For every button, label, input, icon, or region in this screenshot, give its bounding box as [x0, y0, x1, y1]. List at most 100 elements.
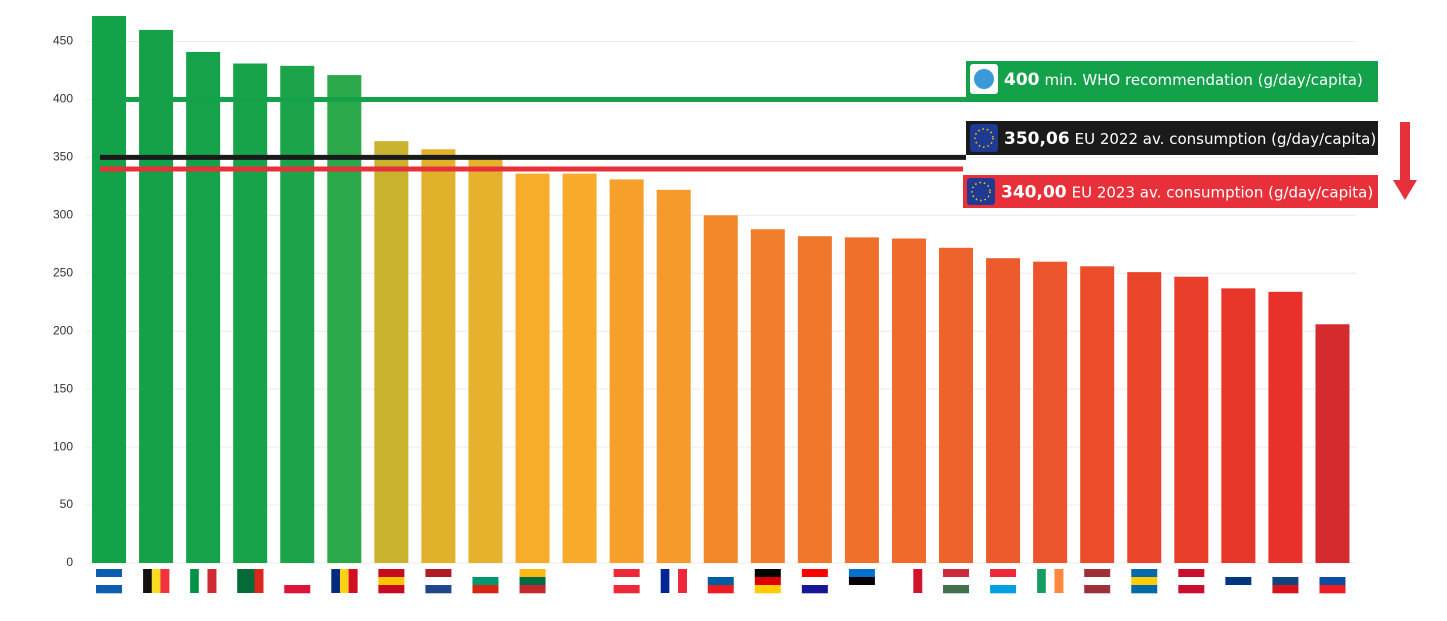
flag-stripe — [331, 569, 341, 593]
flag-stripe — [754, 585, 781, 594]
flag-stripe — [1319, 569, 1346, 578]
flag-icon — [943, 569, 970, 594]
flag-icon — [895, 569, 923, 593]
flag-stripe — [96, 585, 123, 594]
flag-stripe — [707, 569, 734, 578]
flag-stripe — [1225, 585, 1252, 594]
bar — [186, 51, 221, 564]
flag-stripe — [754, 569, 781, 578]
flag-icon — [284, 569, 311, 594]
flag-stripe — [519, 585, 546, 594]
flag-stripe — [613, 569, 640, 578]
bar — [1221, 288, 1256, 563]
bar — [562, 173, 597, 563]
flag-stripe — [848, 569, 875, 578]
flag-stripe — [613, 577, 640, 586]
flag-stripe — [425, 577, 452, 586]
flag-icon — [1178, 569, 1205, 594]
y-tick-label: 200 — [53, 323, 73, 337]
flag-icon — [237, 569, 264, 593]
flag-stripe — [96, 569, 123, 578]
y-tick-label: 150 — [53, 381, 73, 395]
flag-stripe — [1319, 577, 1346, 586]
flag-stripe — [348, 569, 358, 593]
flag-stripe — [660, 569, 670, 593]
flag-stripe — [1084, 577, 1111, 586]
flag-stripe — [943, 569, 970, 578]
flag-stripe — [1084, 585, 1111, 594]
annotation-box — [966, 61, 1378, 97]
flag-stripe — [1054, 569, 1064, 593]
annotation-text: 350,06 EU 2022 av. consumption (g/day/cap… — [1004, 129, 1376, 149]
flag-stripe — [801, 569, 828, 578]
y-tick-label: 50 — [60, 497, 74, 511]
bar — [233, 63, 268, 563]
bar — [844, 237, 879, 563]
flag-icon — [1131, 569, 1158, 594]
bar — [891, 238, 926, 563]
flag-stripe — [96, 577, 123, 586]
bar — [1268, 291, 1303, 563]
bar — [656, 189, 691, 563]
flag-icon — [331, 569, 358, 593]
flag-stripe — [943, 577, 970, 586]
bar — [515, 173, 550, 563]
bar — [374, 141, 409, 563]
flag-stripe — [1319, 585, 1346, 594]
flag-stripe — [339, 569, 349, 593]
flag-stripe — [519, 569, 546, 578]
flag-icon — [472, 569, 499, 594]
flag-icon — [378, 569, 405, 594]
flag-icon — [707, 569, 734, 594]
down-arrow — [1393, 122, 1417, 200]
bar — [750, 229, 785, 563]
flag-stripe — [472, 577, 499, 586]
flag-stripe — [198, 569, 208, 593]
flag-icon — [1319, 569, 1346, 594]
y-tick-label: 400 — [53, 92, 73, 106]
flag-stripe — [566, 569, 593, 578]
bar — [609, 179, 644, 563]
bar — [1033, 261, 1068, 563]
bar — [468, 156, 503, 564]
flag-icon — [1084, 569, 1111, 594]
flag-icon — [613, 569, 640, 594]
flag-stripe — [378, 585, 405, 594]
flag-stripe — [943, 585, 970, 594]
flag-icon — [96, 569, 123, 594]
flag-icon — [754, 569, 781, 594]
y-tick-label: 300 — [53, 208, 73, 222]
flag-stripe — [378, 569, 405, 578]
flag-stripe — [1131, 577, 1158, 586]
flag-stripe — [472, 569, 499, 578]
flag-stripe — [190, 569, 200, 593]
flag-stripe — [284, 569, 311, 578]
flag-icon — [660, 569, 687, 593]
annotation-value: 340,00 — [1001, 183, 1067, 203]
flag-stripe — [1037, 569, 1047, 593]
annotation-icon — [970, 124, 998, 152]
y-tick-label: 450 — [53, 34, 73, 48]
flag-stripe — [1131, 585, 1158, 594]
flag-stripe — [254, 569, 264, 593]
flag-stripe — [801, 577, 828, 586]
eu-stars — [971, 181, 991, 202]
flag-stripe — [990, 577, 1017, 586]
annotation-text: 400 min. WHO recommendation (g/day/capita… — [1004, 70, 1363, 90]
flag-stripe — [284, 577, 311, 586]
annotation-icon — [967, 178, 995, 205]
flag-icon — [190, 569, 217, 593]
flag-stripe — [1225, 577, 1252, 586]
who-logo — [974, 69, 994, 89]
flag-stripe — [613, 585, 640, 594]
bar — [327, 75, 362, 563]
annotation-box — [963, 175, 1378, 208]
flag-stripe — [151, 569, 161, 593]
annotation-value: 400 — [1004, 70, 1040, 90]
annotation-box — [966, 121, 1378, 155]
flag-stripe — [566, 585, 593, 594]
flag-stripe — [1272, 585, 1299, 594]
flag-icon — [566, 569, 593, 594]
flag-stripe — [707, 577, 734, 586]
bar — [986, 258, 1021, 563]
